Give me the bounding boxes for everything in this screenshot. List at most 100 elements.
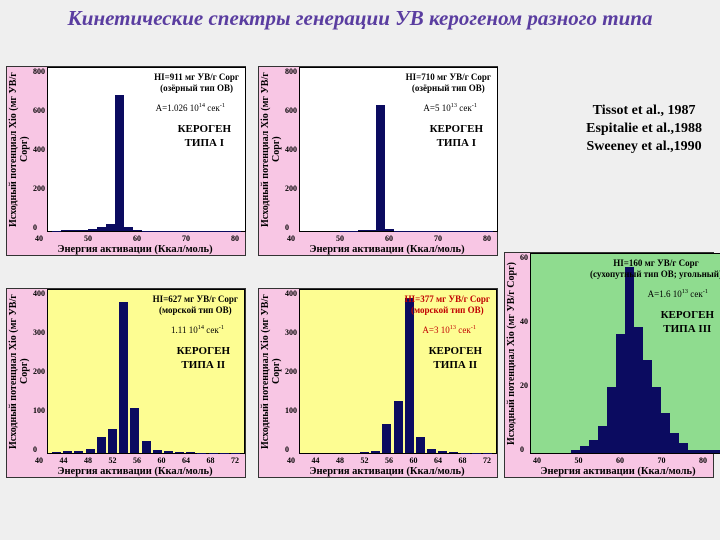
y-axis-ticks: 0100200300400 [31,289,47,454]
y-axis-ticks: 0200400600800 [31,67,47,232]
bar [616,334,625,453]
bar [74,451,83,453]
x-axis-label: Энергия активации (Ккал/моль) [523,465,713,477]
bar [607,387,616,453]
hi-annotation: HI=911 мг УВ/г Сорг(озёрный тип ОВ) [154,72,239,95]
bar [52,452,61,453]
plot-area: HI=627 мг УВ/г Сорг(морской тип ОВ) 1.11 … [47,289,245,454]
kerogen-type-label: КЕРОГЕНТИПА II [429,345,482,373]
y-axis-label: Исходный потенциал Xio (мг УВ/г Сорг) [259,67,283,232]
bar [643,360,652,453]
plot-area: HI=160 мг УВ/г Сорг(сухопутный тип ОВ; у… [530,253,720,454]
ref-line: Tissot et al., 1987 [586,102,702,120]
page-title: Кинетические спектры генерации УВ кероге… [0,0,720,35]
x-axis-label: Энергия активации (Ккал/моль) [277,465,497,477]
bar [88,229,97,231]
hi-annotation: HI=377 мг УВ/г Сорг(морской тип ОВ) [405,294,490,317]
y-axis-ticks: 0204060 [518,253,530,454]
y-axis-ticks: 0100200300400 [283,289,299,454]
a-annotation: 1.11 1014 сек-1 [171,324,224,336]
a-annotation: A=1.026 1014 сек-1 [156,102,225,114]
bar [427,449,436,453]
x-axis-label: Энергия активации (Ккал/моль) [25,465,245,477]
y-axis-ticks: 0200400600800 [283,67,299,232]
bar [385,229,394,231]
y-axis-label: Исходный потенциал Xio (мг УВ/г Сорг) [505,253,518,454]
a-annotation: A=1.6 1013 сек-1 [648,288,708,300]
x-axis-ticks: 404448525660646872 [281,454,497,465]
a-annotation: A=3 1013 сек-1 [422,324,476,336]
bar [679,443,688,453]
bar [142,441,151,453]
kerogen-type-label: КЕРОГЕНТИПА III [661,309,714,337]
bar [79,230,88,231]
bar [688,450,697,453]
bar [394,401,403,453]
bar [358,230,367,231]
bar [115,95,124,232]
bar [376,105,385,231]
kerogen-type-label: КЕРОГЕНТИПА I [430,123,483,151]
y-axis-label: Исходный потенциал Xio (мг УВ/г Сорг) [7,289,31,454]
chart-k2a: Исходный потенциал Xio (мг УВ/г Сорг)010… [6,288,246,478]
bar [382,424,391,453]
kerogen-type-label: КЕРОГЕНТИПА I [178,123,231,151]
bar [589,440,598,453]
x-axis-label: Энергия активации (Ккал/моль) [25,243,245,255]
kerogen-type-label: КЕРОГЕНТИПА II [177,345,230,373]
bar [438,451,447,453]
hi-annotation: HI=160 мг УВ/г Сорг(сухопутный тип ОВ; у… [590,258,720,281]
y-axis-label: Исходный потенциал Xio (мг УВ/г Сорг) [7,67,31,232]
bar [106,224,115,231]
bar [130,408,139,453]
bar [86,449,95,453]
bar [63,451,72,453]
chart-k1b: Исходный потенциал Xio (мг УВ/г Сорг)020… [258,66,498,256]
y-axis-label: Исходный потенциал Xio (мг УВ/г Сорг) [259,289,283,454]
x-axis-ticks: 4050607080 [29,232,245,243]
bar [367,230,376,231]
ref-line: Sweeney et al.,1990 [586,138,702,156]
bar [119,302,128,453]
bar [405,298,414,453]
hi-annotation: HI=710 мг УВ/г Сорг(озёрный тип ОВ) [406,72,491,95]
x-axis-label: Энергия активации (Ккал/моль) [277,243,497,255]
bar [70,230,79,231]
plot-area: HI=710 мг УВ/г Сорг(озёрный тип ОВ) A=5 1… [299,67,498,232]
bar [416,437,425,453]
chart-k1a: Исходный потенциал Xio (мг УВ/г Сорг)020… [6,66,246,256]
x-axis-ticks: 4050607080 [281,232,497,243]
chart-k2b: Исходный потенциал Xio (мг УВ/г Сорг)010… [258,288,498,478]
bar [108,429,117,453]
bar [706,450,715,453]
ref-line: Espitalie et al.,1988 [586,120,702,138]
bar [61,230,70,231]
bar [164,451,173,453]
references: Tissot et al., 1987 Espitalie et al.,198… [586,102,702,157]
bar [153,450,162,453]
bar [625,267,634,453]
bar [449,452,458,453]
bar [580,446,589,453]
hi-annotation: HI=627 мг УВ/г Сорг(морской тип ОВ) [153,294,238,317]
bar [133,230,142,231]
a-annotation: A=5 1013 сек-1 [423,102,477,114]
bar [371,451,380,453]
bar [186,452,195,453]
bar [124,227,133,231]
bar [661,413,670,453]
bar [697,450,706,453]
chart-k3: Исходный потенциал Xio (мг УВ/г Сорг)020… [504,252,714,478]
bar [652,387,661,453]
plot-area: HI=377 мг УВ/г Сорг(морской тип ОВ) A=3 1… [299,289,497,454]
bar [715,450,720,453]
bar [360,452,369,453]
bar [175,452,184,453]
bar [571,450,580,453]
bar [670,433,679,453]
bar [97,437,106,453]
plot-area: HI=911 мг УВ/г Сорг(озёрный тип ОВ) A=1.0… [47,67,246,232]
bar [97,227,106,231]
bar [598,426,607,453]
x-axis-ticks: 4050607080 [527,454,713,465]
